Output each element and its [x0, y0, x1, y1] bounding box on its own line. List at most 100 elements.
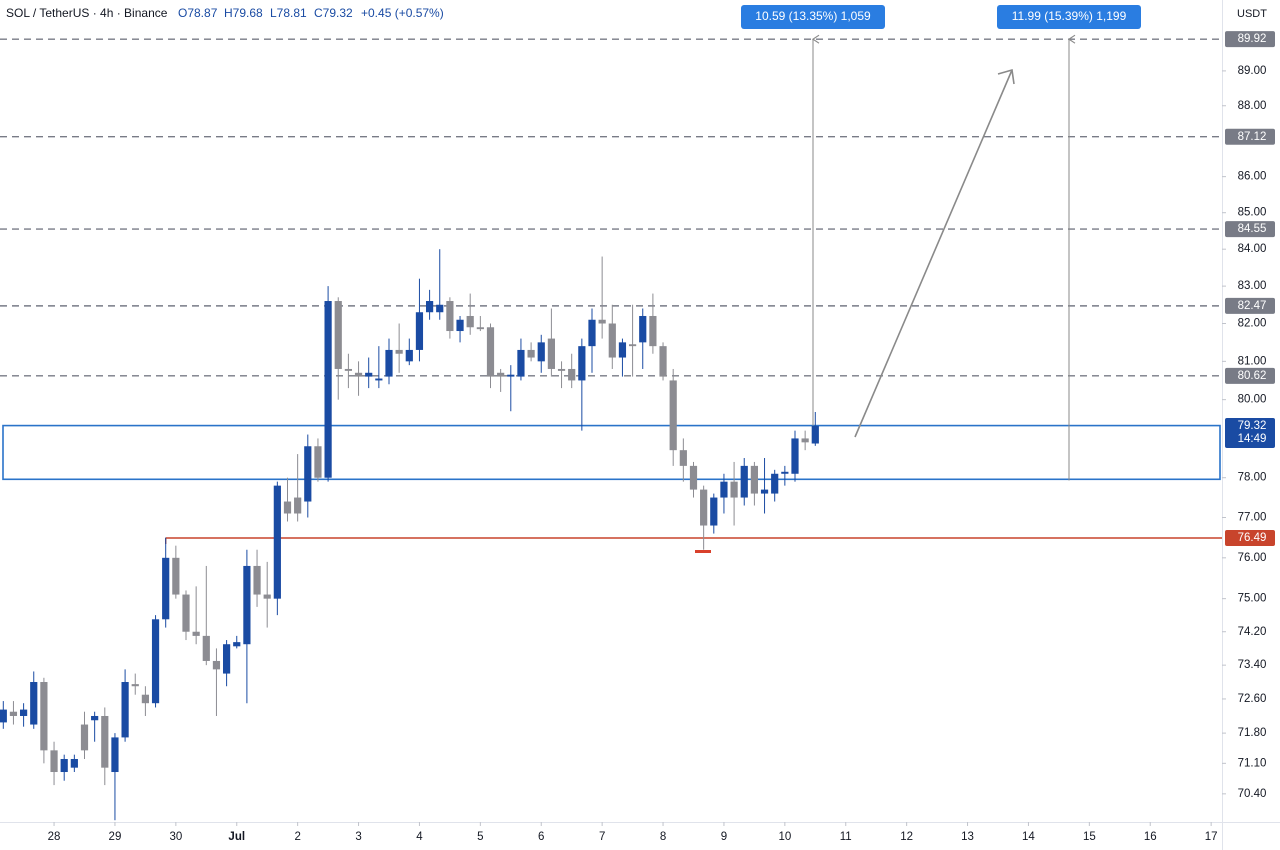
candle-body — [730, 481, 738, 498]
x-tick-label: 10 — [778, 831, 791, 843]
candle-body — [172, 557, 180, 595]
y-tick-label: 73.40 — [1238, 659, 1267, 671]
candle-body — [486, 327, 495, 377]
candle-body — [781, 471, 789, 474]
x-tick-label: 3 — [355, 831, 361, 843]
y-tick-label: 88.00 — [1238, 100, 1267, 112]
candle-body — [578, 346, 586, 381]
candle-body — [304, 446, 312, 502]
candle-body — [476, 327, 484, 330]
level-label-bg — [1225, 367, 1275, 384]
candle-body — [50, 750, 58, 773]
candle-body — [334, 301, 342, 369]
x-tick-label: 8 — [660, 831, 666, 843]
candle-body — [314, 446, 322, 478]
candle-body — [233, 642, 241, 647]
candle-body — [811, 425, 819, 444]
y-tick-label: 75.00 — [1238, 593, 1267, 605]
candle-body — [365, 372, 373, 377]
y-tick-label: 83.00 — [1238, 280, 1267, 292]
last-price-bg — [1225, 417, 1275, 448]
candle-body — [354, 372, 363, 377]
x-tick-label: 12 — [900, 831, 913, 843]
candle-body — [162, 557, 170, 620]
x-tick-label: 15 — [1083, 831, 1096, 843]
candle-body — [80, 724, 89, 751]
x-tick-label: 14 — [1022, 831, 1035, 843]
y-tick-label: 80.00 — [1238, 394, 1267, 406]
y-tick-label: 77.00 — [1238, 512, 1267, 524]
candle-body — [415, 312, 424, 350]
level-label: 84.55 — [1238, 223, 1267, 235]
candle-body — [507, 374, 515, 377]
candle-body — [557, 368, 566, 371]
y-tick-label: 84.00 — [1238, 243, 1267, 255]
x-tick-label: 11 — [840, 831, 852, 843]
candle-body — [405, 349, 413, 362]
ohlc-low: L78.81 — [270, 6, 307, 20]
candle-body — [212, 660, 221, 670]
zone — [2, 424, 1221, 481]
candle-body — [618, 342, 627, 358]
candle-body — [9, 711, 18, 716]
level-label: 82.47 — [1238, 300, 1267, 312]
level-label-bg — [1225, 31, 1275, 48]
y-tick-label: 71.80 — [1238, 727, 1267, 739]
candle-body — [40, 682, 48, 751]
y-tick-label: 70.40 — [1238, 788, 1267, 800]
candle-body — [243, 565, 251, 645]
y-tick-label: 82.00 — [1238, 318, 1267, 330]
currency: USDT — [1237, 8, 1267, 20]
x-tick-label: 17 — [1205, 831, 1218, 843]
countdown: 14:49 — [1238, 433, 1267, 445]
candle-body — [608, 323, 616, 358]
candle-layer — [0, 249, 819, 821]
axis-layer: 70.40 71.10 71.80 72.60 73.40 74.20 75.00 76.00… — [48, 5, 1275, 843]
candle-body — [60, 758, 68, 773]
measure-label: 10.59 (13.35%) 1,059 — [755, 9, 871, 23]
x-tick-label: 9 — [721, 831, 727, 843]
candle-body — [294, 497, 302, 514]
y-tick-label: 78.00 — [1238, 472, 1267, 484]
support-label: 76.49 — [1238, 532, 1267, 544]
candle-body — [649, 315, 657, 347]
ohlc-change: +0.45 (+0.57%) — [361, 6, 444, 20]
measure-label: 11.99 (15.39%) 1,199 — [1012, 9, 1127, 23]
y-tick-label: 85.00 — [1238, 207, 1267, 219]
candle-body — [760, 489, 769, 494]
candle-body — [771, 473, 779, 494]
projection-arrow-head — [997, 68, 1015, 85]
candle-body — [192, 631, 200, 636]
candle-body — [700, 489, 708, 526]
ohlc-close: C79.32 — [314, 6, 353, 20]
last-price: 79.32 — [1238, 420, 1267, 432]
ohlc-open: O78.87 — [178, 6, 218, 20]
candle-body — [30, 682, 38, 725]
level-label-bg — [1225, 221, 1275, 238]
zone-layer — [2, 424, 1221, 481]
low-marker — [695, 550, 711, 553]
candle-body — [568, 368, 576, 381]
candle-body — [385, 349, 393, 377]
support-label-bg — [1225, 529, 1275, 546]
y-tick-label: 76.00 — [1238, 552, 1267, 564]
x-tick-label: 29 — [109, 831, 122, 843]
level-label: 87.12 — [1238, 131, 1267, 143]
projection-arrow — [854, 69, 1013, 438]
ohlc-high: H79.68 — [224, 6, 263, 20]
x-tick-label: 13 — [961, 831, 974, 843]
y-tick-label: 89.00 — [1238, 65, 1267, 77]
candle-body — [791, 438, 799, 474]
symbol: SOL / TetherUS · 4h · Binance — [6, 6, 168, 20]
x-tick-label: 30 — [169, 831, 182, 843]
candle-body — [547, 338, 555, 369]
candle-body — [222, 644, 231, 674]
candle-body — [436, 304, 444, 313]
candle-body — [111, 737, 119, 773]
candle-body — [324, 301, 332, 478]
candle-body — [689, 465, 698, 490]
candle-body — [202, 635, 210, 661]
candle-body — [517, 349, 525, 377]
candle-body — [466, 315, 474, 328]
candle-body — [263, 594, 271, 599]
